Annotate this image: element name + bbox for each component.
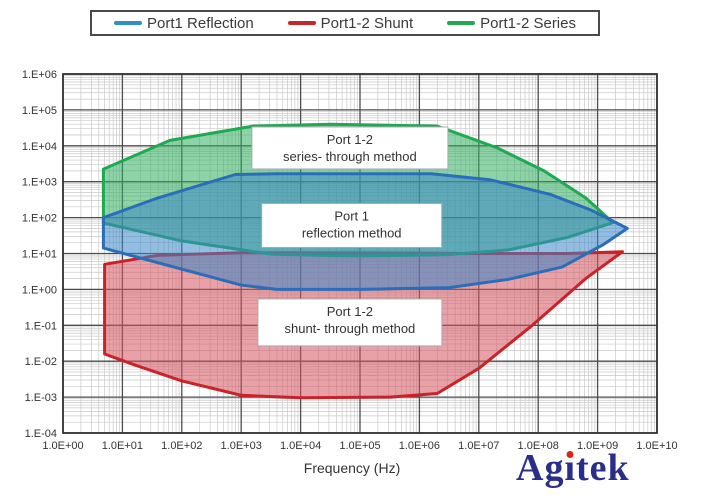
x-tick-label: 1.0E+04 — [280, 440, 321, 452]
svg-text:reflection method: reflection method — [302, 225, 402, 240]
legend-item-port1-2-shunt: Port1-2 Shunt — [287, 14, 414, 32]
logo-red-dot — [566, 451, 574, 458]
x-tick-label: 1.0E+03 — [221, 440, 262, 452]
chart-legend: Port1 Reflection Port1-2 Shunt Port1-2 Ser… — [90, 10, 600, 36]
x-tick-label: 1.0E+05 — [339, 440, 380, 452]
svg-text:shunt- through method: shunt- through method — [284, 321, 415, 336]
svg-text:Port 1: Port 1 — [334, 208, 369, 223]
legend-item-port1-2-series: Port1-2 Series — [447, 15, 576, 32]
y-tick-label: 1.E+00 — [22, 284, 57, 296]
svg-text:Port 1-2: Port 1-2 — [327, 304, 373, 319]
x-tick-label: 1.0E+07 — [458, 440, 499, 452]
legend-swatch-port1-2-series — [447, 21, 476, 25]
y-tick-label: 1.E+04 — [22, 141, 57, 153]
agitek-logo: Agı tek — [516, 447, 630, 489]
legend-label: Port1 Reflection — [147, 14, 254, 32]
y-tick-label: 1.E+05 — [22, 105, 57, 117]
legend-swatch-port1-reflection — [114, 21, 142, 25]
x-tick-label: 1.0E+10 — [636, 440, 677, 452]
x-tick-label: 1.0E+02 — [161, 440, 202, 452]
x-tick-label: 1.0E+09 — [577, 440, 618, 452]
x-tick-label: 1.0E+01 — [102, 440, 143, 452]
y-tick-label: 1.E-02 — [25, 356, 57, 368]
legend-swatch-port1-2-shunt — [287, 21, 316, 25]
legend-label: Port1-2 Series — [480, 14, 576, 32]
logo-letter-i: ı — [564, 447, 577, 489]
y-tick-label: 1.E-03 — [25, 392, 57, 404]
x-tick-label: 1.0E+00 — [42, 440, 83, 452]
y-tick-label: 1.E-04 — [25, 428, 57, 440]
x-axis-title: Frequency (Hz) — [304, 460, 400, 476]
y-tick-label: 1.E-01 — [25, 320, 57, 332]
svg-text:Port 1-2: Port 1-2 — [327, 132, 373, 147]
y-tick-label: 1.E+01 — [22, 249, 57, 261]
annotation-port-1-2-shunt-through-method: Port 1-2 shunt- through method — [257, 298, 443, 347]
y-axis-tick-labels: 1.E+06 1.E+05 1.E+04 1.E+03 1.E+02 1.E+01 1.E+… — [22, 69, 57, 440]
x-axis-tick-labels: 1.0E+00 1.0E+01 1.0E+02 1.0E+03 1.0E+04 1.0E+… — [42, 440, 677, 452]
plot-border — [62, 73, 658, 434]
y-tick-label: 1.E+03 — [22, 177, 57, 189]
annotation-port-1-2-series-through-method: Port 1-2 series- through method — [251, 126, 449, 170]
legend-item-port1-reflection: Port1 Reflection — [114, 15, 254, 32]
region-annotations: Port 1-2 series- through method Port 1 refl… — [251, 126, 449, 347]
legend-label: Port1-2 Shunt — [320, 14, 414, 32]
y-tick-label: 1.E+06 — [22, 69, 57, 81]
annotation-port-1-reflection-method: Port 1 reflection method — [261, 202, 443, 248]
y-tick-label: 1.E+02 — [22, 213, 57, 225]
svg-text:series- through method: series- through method — [283, 149, 417, 164]
x-tick-label: 1.0E+08 — [518, 440, 559, 452]
x-tick-label: 1.0E+06 — [399, 440, 440, 452]
